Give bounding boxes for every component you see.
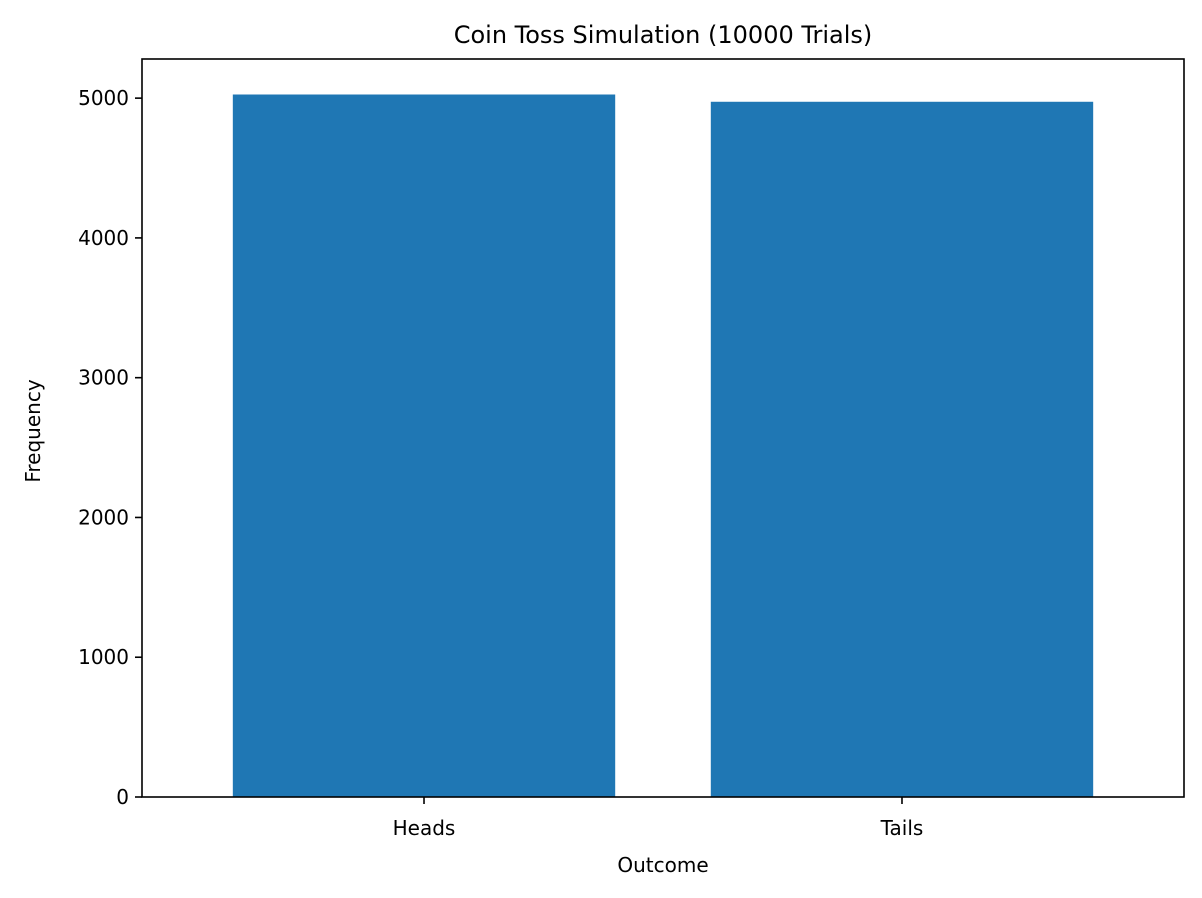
bar-tails: [710, 101, 1094, 798]
bar-heads: [232, 94, 616, 798]
x-axis-ticks: Heads Tails: [393, 797, 924, 840]
y-tick-label: 3000: [78, 366, 129, 390]
y-tick-label: 4000: [78, 226, 129, 250]
y-tick-label: 1000: [78, 645, 129, 669]
chart-title: Coin Toss Simulation (10000 Trials): [454, 21, 873, 49]
y-tick-label: 0: [116, 785, 129, 809]
y-tick-label: 2000: [78, 505, 129, 529]
x-tick-label-tails: Tails: [880, 816, 924, 840]
y-axis-ticks: 0 1000 2000 3000 4000 5000: [78, 86, 142, 809]
y-axis-label: Frequency: [21, 379, 45, 482]
bars: [232, 94, 1094, 798]
y-tick-label: 5000: [78, 86, 129, 110]
plot-frame: [141, 58, 1185, 798]
x-tick-label-heads: Heads: [393, 816, 456, 840]
x-axis-label: Outcome: [617, 853, 708, 877]
